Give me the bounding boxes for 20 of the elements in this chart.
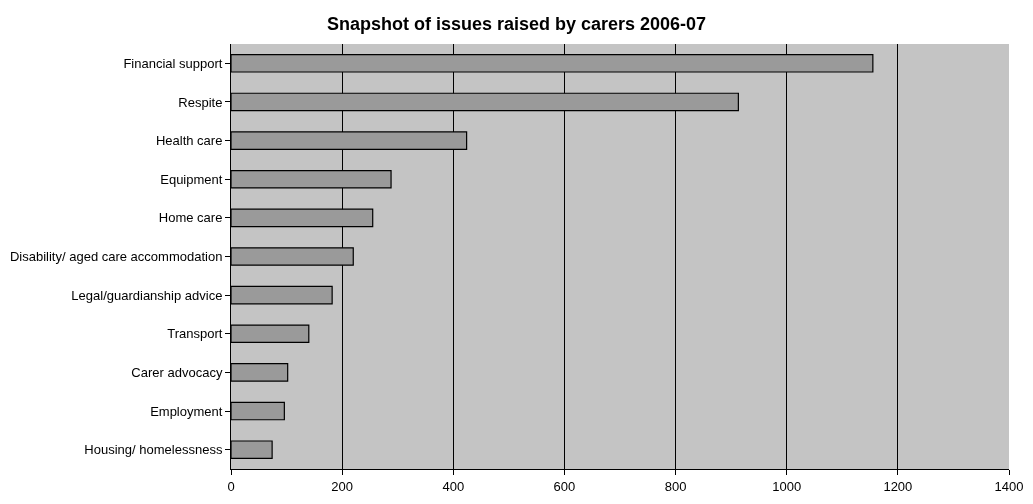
x-tick-label: 1000 [772, 478, 802, 494]
y-tick-label: Legal/guardianship advice [71, 287, 223, 303]
y-tick-label: Housing/ homelessness [84, 442, 223, 458]
y-tick-label: Transport [167, 326, 223, 342]
x-tick-label: 1200 [883, 478, 913, 494]
y-tick-label: Carer advocacy [131, 364, 223, 380]
x-tick-label: 400 [442, 478, 465, 494]
y-tick-label: Health care [155, 133, 223, 149]
chart-title: Snapshot of issues raised by carers 2006-07 [326, 14, 707, 35]
x-tick-label: 800 [664, 478, 687, 494]
y-tick-label: Equipment [160, 171, 223, 187]
x-tick-label: 200 [331, 478, 353, 494]
x-tick-label: 1400 [994, 478, 1024, 494]
y-tick-label: Respite [178, 94, 223, 110]
y-tick-label: Home care [158, 210, 223, 226]
y-tick-label: Employment [150, 403, 223, 419]
x-tick-label: 600 [553, 478, 576, 494]
x-tick-label: 0 [227, 478, 235, 494]
y-tick-label: Financial support [123, 55, 223, 71]
y-tick-label: Disability/ aged care accommodation [9, 249, 223, 265]
